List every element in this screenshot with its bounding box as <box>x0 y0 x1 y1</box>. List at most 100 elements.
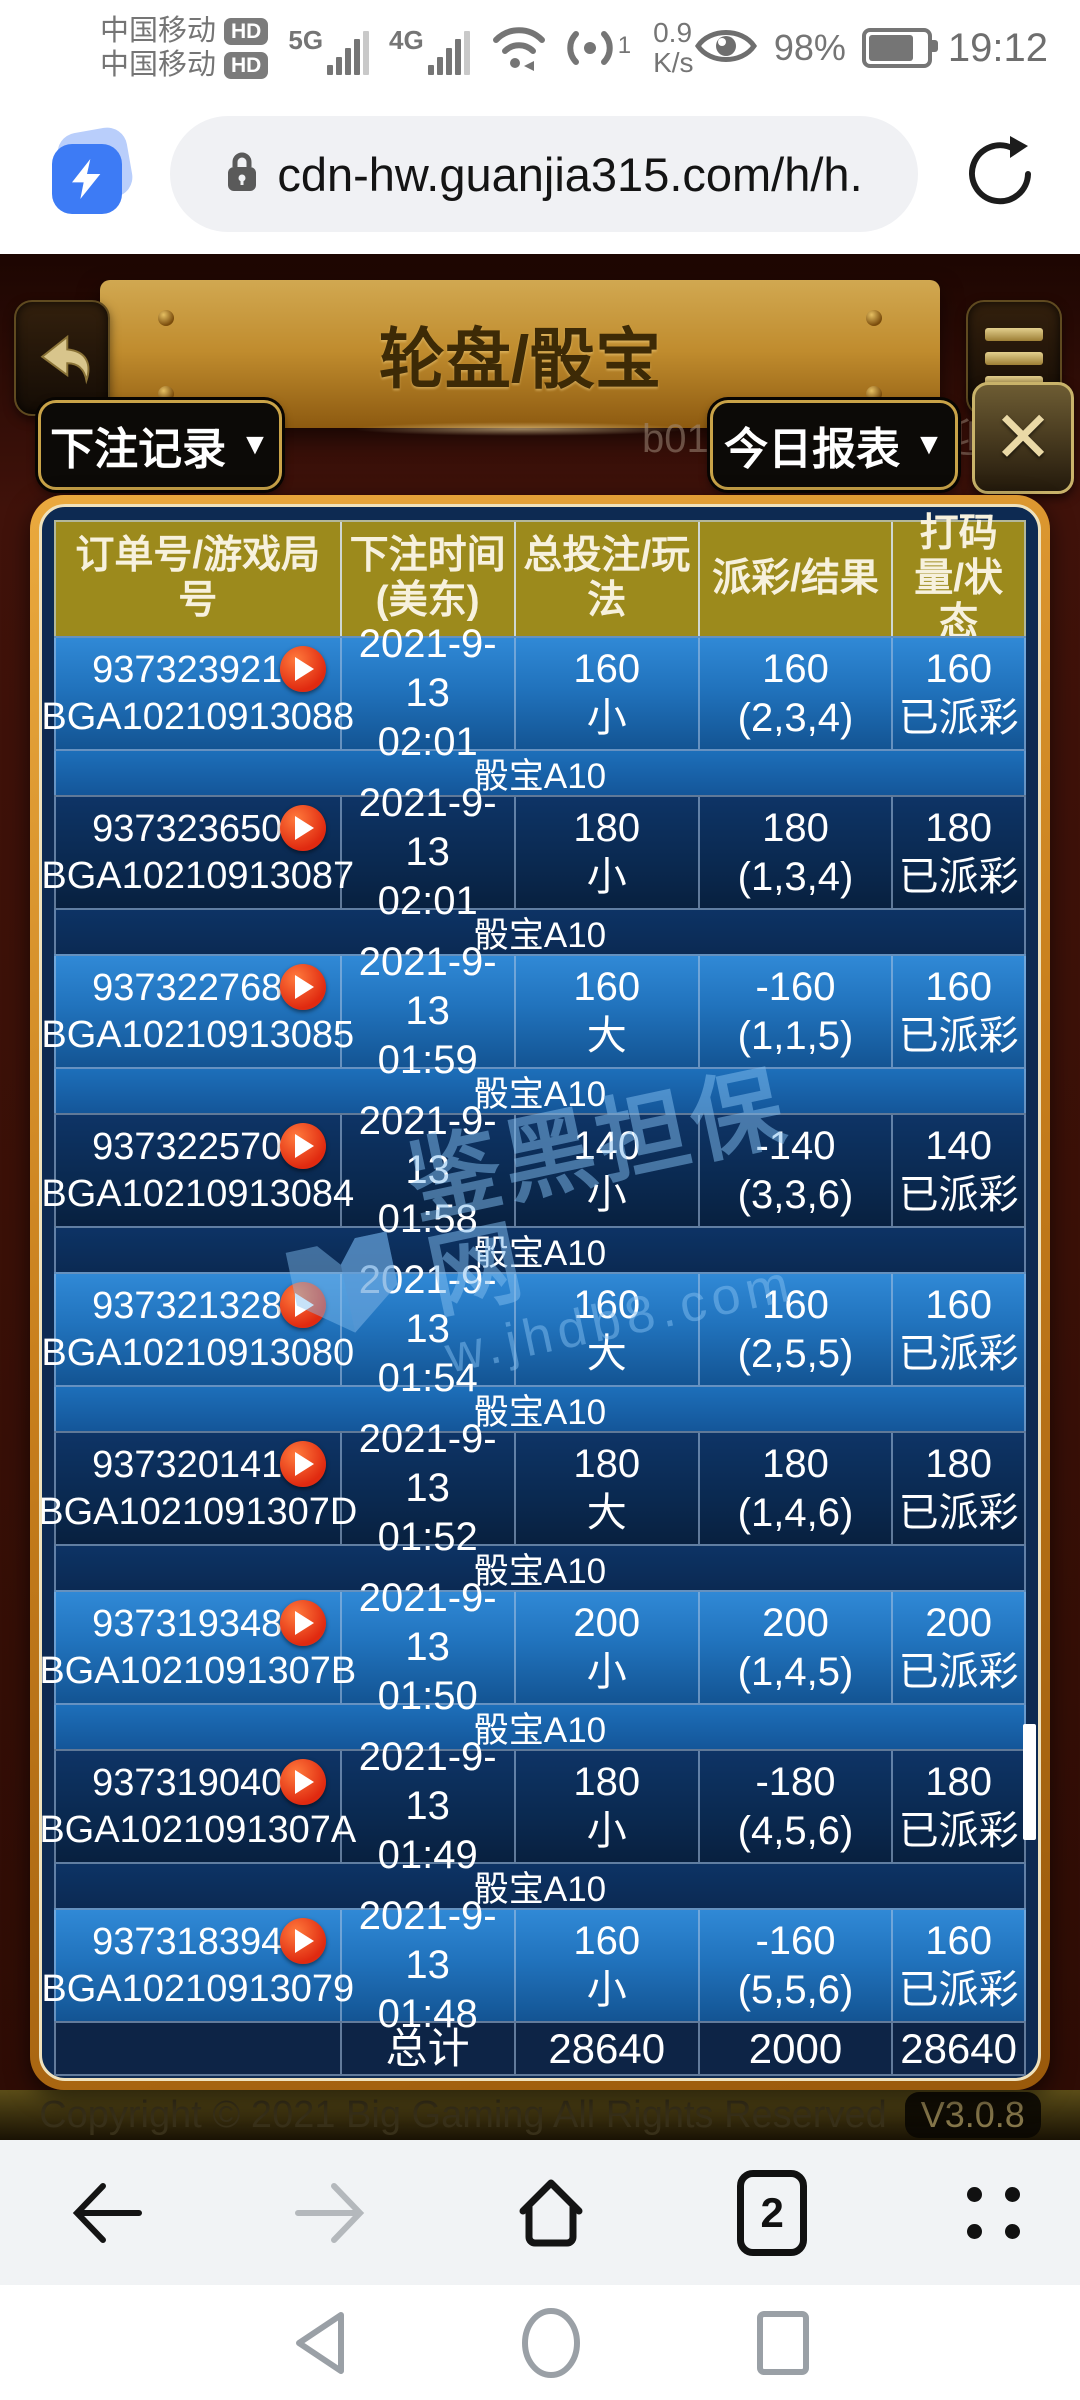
bet-play-type: 小 <box>586 1649 627 1694</box>
android-recents-button[interactable] <box>723 2285 843 2400</box>
volume-amount: 180 <box>925 1759 992 1804</box>
browser-home-button[interactable] <box>491 2140 611 2285</box>
replay-play-button[interactable] <box>279 805 326 851</box>
replay-play-button[interactable] <box>279 1282 326 1328</box>
tab-count: 2 <box>737 2169 808 2256</box>
time-cell: 2021-9-13 01:50 <box>342 1576 516 1718</box>
time-cell: 2021-9-13 01:48 <box>342 1894 516 2036</box>
scrollbar-thumb[interactable] <box>1023 1724 1036 1840</box>
game-name-label: 骰宝A10 <box>473 1869 607 1909</box>
signal-bars-icon <box>327 31 370 75</box>
dice-result: (1,4,5) <box>737 1649 854 1694</box>
site-app-icon[interactable] <box>52 124 136 214</box>
bet-play-type: 小 <box>586 1967 627 2012</box>
bet-amount: 160 <box>573 646 641 691</box>
android-home-button[interactable] <box>491 2285 611 2400</box>
close-button[interactable]: ✕ <box>972 382 1074 494</box>
bet-date: 2021-9-13 <box>358 1099 497 1193</box>
hd-badge-sim1: HD <box>224 17 269 45</box>
table-row[interactable]: 9373236502 BGA10210913087 2021-9-13 02:0… <box>42 781 1026 923</box>
order-number: 9373201414 <box>92 1444 304 1487</box>
table-row[interactable]: 9373183945 BGA10210913079 2021-9-13 01:4… <box>42 1894 1026 2036</box>
records-table-frame: 订单号/游戏局号 下注时间 (美东) 总投注/玩法 派彩/结果 打码量/状态 9… <box>30 495 1050 2090</box>
table-row[interactable]: 9373193488 BGA1021091307B 2021-9-13 01:5… <box>42 1576 1026 1718</box>
volume-cell: 180 已派彩 <box>893 1751 1024 1862</box>
volume-cell: 200 已派彩 <box>893 1592 1024 1703</box>
time-cell: 2021-9-13 01:58 <box>342 1099 516 1241</box>
bet-records-dropdown[interactable]: 下注记录 ▼ <box>38 400 282 490</box>
replay-play-button[interactable] <box>279 1918 326 1964</box>
game-name-separator: 骰宝A10 <box>54 1544 1026 1591</box>
network-type-label-4g: 4G <box>389 25 424 55</box>
menu-bar-icon <box>985 327 1043 341</box>
bet-play-type: 小 <box>586 1808 627 1853</box>
order-number: 9373225708 <box>92 1126 304 1169</box>
volume-cell: 180 已派彩 <box>893 1433 1024 1544</box>
replay-play-button[interactable] <box>279 646 326 692</box>
volume-amount: 180 <box>925 1441 992 1486</box>
volume-amount: 160 <box>925 646 992 691</box>
settle-status: 已派彩 <box>898 1649 1019 1694</box>
dice-result: (2,5,5) <box>737 1331 854 1376</box>
replay-play-button[interactable] <box>279 1441 326 1487</box>
bet-amount: 200 <box>573 1600 641 1645</box>
bet-records-label: 下注记录 <box>50 425 227 474</box>
table-row[interactable]: 9373227689 BGA10210913085 2021-9-13 01:5… <box>42 940 1026 1082</box>
payout-cell: 160 (2,5,5) <box>700 1274 894 1385</box>
replay-play-button[interactable] <box>279 1759 326 1805</box>
table-row[interactable]: 9373225708 BGA10210913084 2021-9-13 01:5… <box>42 1099 1026 1241</box>
today-report-dropdown[interactable]: 今日报表 ▼ <box>710 400 958 490</box>
android-back-button[interactable] <box>259 2285 379 2400</box>
browser-tabs-button[interactable]: 2 <box>712 2140 832 2285</box>
browser-forward-button[interactable] <box>269 2140 389 2285</box>
bet-clock: 01:58 <box>377 1196 478 1241</box>
replay-play-button[interactable] <box>279 964 326 1010</box>
back-button[interactable] <box>14 300 110 416</box>
volume-cell: 140 已派彩 <box>893 1115 1024 1226</box>
payout-cell: -160 (1,1,5) <box>700 956 894 1067</box>
replay-play-button[interactable] <box>279 1600 326 1646</box>
dice-result: (1,4,6) <box>737 1490 854 1535</box>
bet-date: 2021-9-13 <box>358 1894 497 1988</box>
total-empty-cell <box>56 2023 342 2075</box>
payout-amount: -180 <box>755 1759 836 1804</box>
bet-cell: 160 大 <box>516 956 700 1067</box>
bet-clock: 01:50 <box>377 1673 478 1718</box>
records-table: 订单号/游戏局号 下注时间 (美东) 总投注/玩法 派彩/结果 打码量/状态 9… <box>39 504 1041 2081</box>
dice-result: (1,3,4) <box>737 854 854 899</box>
speed-value: 0.9 <box>653 17 693 48</box>
ssl-lock-icon <box>225 151 259 198</box>
volume-cell: 160 已派彩 <box>893 956 1024 1067</box>
speed-unit: K/s <box>653 47 694 78</box>
bet-cell: 160 小 <box>516 638 700 749</box>
bet-cell: 140 小 <box>516 1115 700 1226</box>
refresh-button[interactable] <box>958 132 1042 216</box>
wifi-icon <box>490 20 548 77</box>
replay-play-button[interactable] <box>279 1123 326 1169</box>
order-number: 9373190409 <box>92 1762 304 1805</box>
eye-comfort-icon <box>694 24 758 73</box>
browser-menu-button[interactable] <box>934 2140 1054 2285</box>
table-row[interactable]: 9373239215 BGA10210913088 2021-9-13 02:0… <box>42 622 1026 764</box>
bet-cell: 200 小 <box>516 1592 700 1703</box>
lightning-bolt-icon <box>52 144 122 214</box>
bet-clock: 01:48 <box>377 1991 478 2036</box>
table-row[interactable]: 9373213281 BGA10210913080 2021-9-13 01:5… <box>42 1258 1026 1400</box>
game-round-id: BGA1021091307D <box>39 1490 358 1533</box>
bet-cell: 180 小 <box>516 797 700 908</box>
table-row[interactable]: 9373190409 BGA1021091307A 2021-9-13 01:4… <box>42 1735 1026 1877</box>
browser-back-button[interactable] <box>48 2140 168 2285</box>
hotspot-device-count: 1 <box>617 32 632 60</box>
payout-amount: -140 <box>755 1123 836 1168</box>
payout-cell: -180 (4,5,6) <box>700 1751 894 1862</box>
url-field[interactable]: cdn-hw.guanjia315.com/h/h. <box>170 116 918 232</box>
table-row[interactable]: 9373201414 BGA1021091307D 2021-9-13 01:5… <box>42 1417 1026 1559</box>
settle-status: 已派彩 <box>898 1967 1019 2012</box>
bet-play-type: 小 <box>586 1172 627 1217</box>
time-cell: 2021-9-13 02:01 <box>342 622 516 764</box>
network-type-label-5g: 5G <box>288 25 324 55</box>
dice-result: (3,3,6) <box>737 1172 854 1217</box>
bet-date: 2021-9-13 <box>358 940 497 1034</box>
volume-cell: 180 已派彩 <box>893 797 1024 908</box>
